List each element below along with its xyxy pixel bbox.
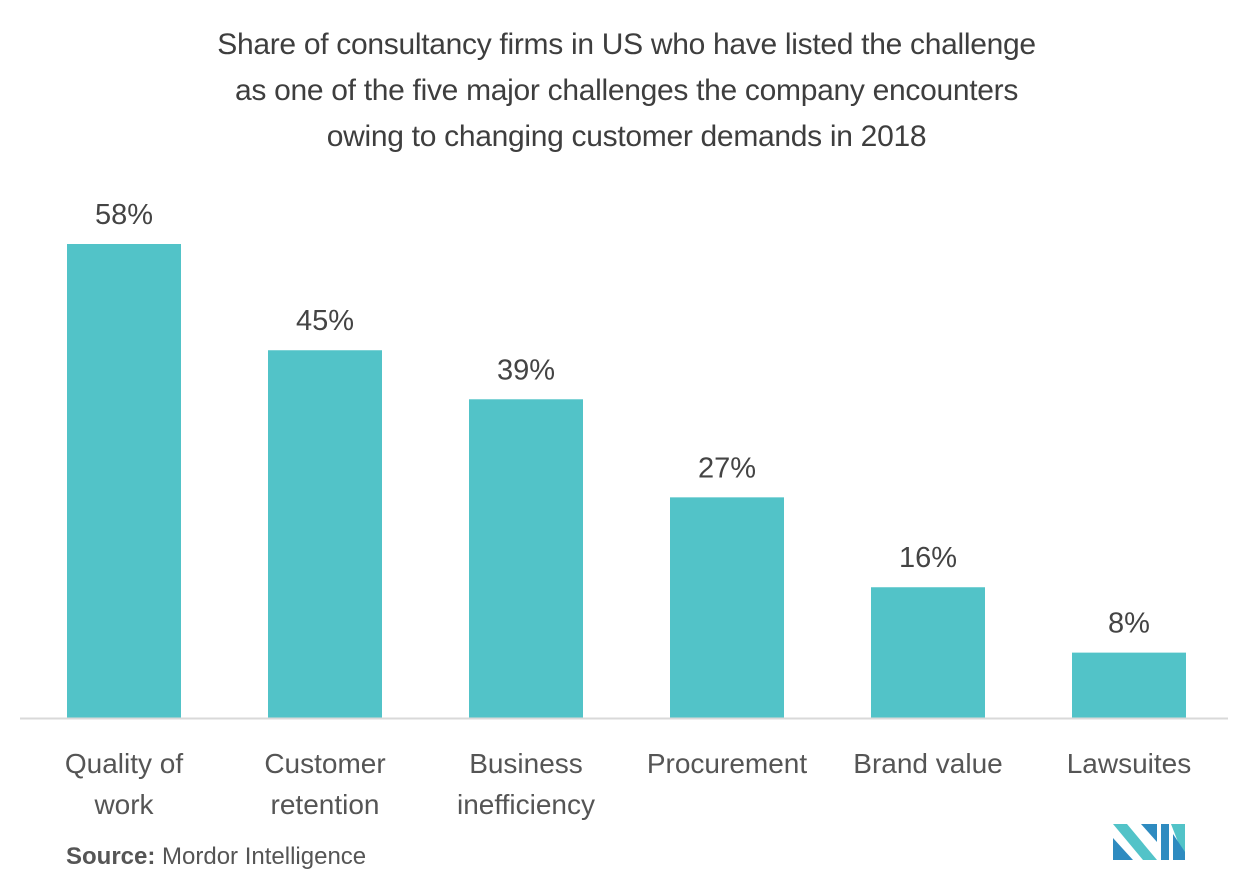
category-label: retention	[271, 789, 380, 820]
category-label: Procurement	[647, 748, 808, 779]
category-label: Lawsuites	[1067, 748, 1192, 779]
value-label: 45%	[296, 305, 354, 337]
value-labels-group: 58% 45% 39% 27% 16% 8%	[95, 199, 1150, 640]
logo-shape	[1113, 824, 1157, 860]
value-label: 8%	[1108, 608, 1150, 640]
mordor-intelligence-logo	[1113, 824, 1185, 860]
bar-lawsuites	[1072, 652, 1186, 718]
category-label: inefficiency	[457, 789, 595, 820]
chart-title-line: as one of the five major challenges the …	[234, 74, 1019, 107]
category-label: Quality of	[65, 748, 183, 779]
value-label: 58%	[95, 199, 153, 231]
bar-customer-retention	[268, 350, 382, 718]
logo-shape	[1113, 838, 1133, 860]
bar-quality-of-work	[67, 244, 181, 718]
bars-group	[67, 244, 1186, 718]
chart-title-line: owing to changing customer demands in 20…	[326, 120, 927, 153]
category-label: work	[93, 789, 154, 820]
logo-shape	[1173, 834, 1185, 860]
category-label: Business	[469, 748, 583, 779]
chart-title-line: Share of consultancy firms in US who hav…	[217, 28, 1036, 61]
bar-brand-value	[871, 587, 985, 718]
category-label: Customer	[264, 748, 385, 779]
category-label: Brand value	[853, 748, 1002, 779]
logo-shape	[1141, 824, 1157, 842]
chart-title: Share of consultancy firms in US who hav…	[0, 22, 1253, 160]
source-text: Mordor Intelligence	[162, 843, 367, 870]
value-label: 16%	[899, 542, 957, 574]
bar-procurement	[670, 497, 784, 718]
bar-business-inefficiency	[469, 399, 583, 718]
logo-shape	[1161, 824, 1169, 860]
category-labels-group: Quality of work Customer retention Business i…	[65, 748, 1191, 820]
source-note: Source: Mordor Intelligence	[66, 843, 366, 871]
value-label: 27%	[698, 452, 756, 484]
value-label: 39%	[497, 354, 555, 386]
source-label: Source:	[66, 843, 156, 870]
